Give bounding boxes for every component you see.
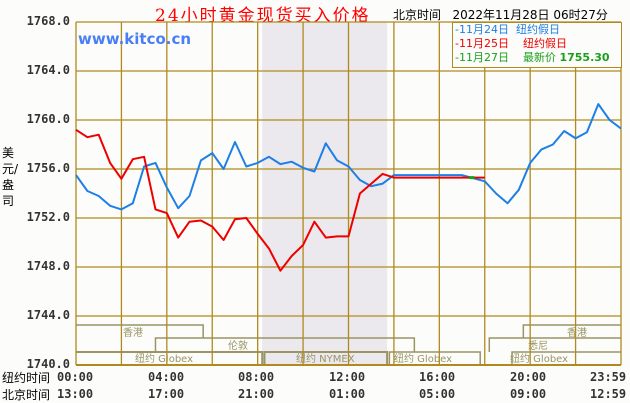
session-label-ny-globex: 纽约 Globex (510, 352, 568, 365)
ny-tick: 08:00 (238, 370, 275, 384)
y-tick: 1760.0 (26, 112, 70, 126)
beijing-time-label: 北京时间 (393, 8, 442, 22)
nymex-session-shade (262, 22, 388, 365)
y-tick: 1748.0 (26, 259, 70, 273)
session-globex-1 (76, 351, 264, 365)
session-label-ny-globex: 纽约 Globex (135, 352, 193, 365)
bj-tick: 12:59 (590, 387, 627, 401)
session-label-ny-nymex: 纽约 NYMEX (296, 352, 355, 365)
bj-time-label: 北京时间 (2, 388, 51, 402)
session-label-sydney: 悉尼 (528, 340, 548, 352)
ny-tick: 16:00 (419, 370, 456, 384)
bj-tick: 17:00 (148, 387, 185, 401)
y-tick: 1756.0 (26, 161, 70, 175)
timestamp: 2022年11月28日 06时27分 (452, 8, 608, 22)
session-hongkong (76, 324, 204, 338)
bj-tick: 09:00 (510, 387, 547, 401)
session-label-london: 伦敦 (228, 339, 248, 352)
ny-tick: 20:00 (510, 370, 547, 384)
latest-price: 1755.30 (559, 51, 610, 64)
y-axis-label: 美元/盎司 (2, 146, 19, 208)
legend: -11月24日 纽约假日 -11月25日 纽约假日 -11月27日 最新价 17… (452, 22, 622, 68)
y-tick: 1768.0 (26, 14, 70, 28)
ny-time-label: 纽约时间 (2, 371, 51, 385)
session-label-ny-globex: 纽约 Globex (394, 352, 452, 365)
kitco-watermark[interactable]: www.kitco.cn (78, 30, 192, 48)
ny-tick: 00:00 (57, 370, 94, 384)
bj-tick: 05:00 (419, 387, 456, 401)
session-sydney (488, 337, 621, 352)
timestamp-row: 北京时间 2022年11月28日 06时27分 (393, 6, 608, 23)
session-globex-3 (511, 351, 621, 365)
y-tick: 1740.0 (26, 357, 70, 371)
y-tick: 1744.0 (26, 308, 70, 322)
session-label-hongkong: 香港 (567, 327, 587, 339)
session-globex-2 (388, 351, 481, 365)
legend-item-nov25: -11月25日 纽约假日 (455, 37, 567, 50)
series-nov25-line (75, 128, 485, 272)
bj-tick: 13:00 (57, 387, 94, 401)
chart-title: 24小时黄金现货买入价格 (155, 6, 371, 26)
series-nov24-line (75, 103, 622, 211)
legend-item-nov24: -11月24日 纽约假日 (455, 23, 560, 36)
session-label-hongkong: 香港 (123, 327, 143, 339)
session-london (154, 337, 416, 352)
ny-tick: 12:00 (329, 370, 366, 384)
ny-tick: 04:00 (148, 370, 185, 384)
bj-tick: 01:00 (329, 387, 366, 401)
session-nymex (263, 351, 389, 365)
bj-tick: 21:00 (238, 387, 275, 401)
legend-item-nov27: -11月27日 最新价 1755.30 (455, 51, 610, 64)
ny-tick: 23:59 (590, 370, 627, 384)
y-tick: 1752.0 (26, 210, 70, 224)
y-tick: 1764.0 (26, 63, 70, 77)
session-hongkong-2 (522, 324, 621, 338)
